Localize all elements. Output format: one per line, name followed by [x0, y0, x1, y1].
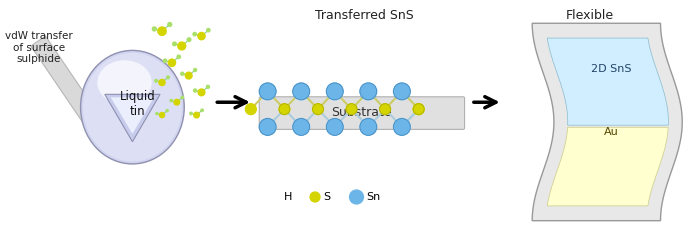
Circle shape: [326, 119, 343, 135]
Text: 2D SnS: 2D SnS: [591, 64, 631, 74]
Circle shape: [197, 88, 206, 96]
Circle shape: [349, 190, 363, 204]
Circle shape: [413, 104, 424, 114]
Circle shape: [166, 75, 170, 79]
Circle shape: [393, 119, 410, 135]
Text: Liquid
tin: Liquid tin: [120, 90, 155, 118]
Circle shape: [165, 109, 169, 112]
Circle shape: [313, 104, 323, 114]
Circle shape: [293, 119, 309, 135]
Circle shape: [310, 192, 320, 202]
Circle shape: [200, 108, 204, 112]
Polygon shape: [532, 23, 682, 221]
Circle shape: [159, 112, 165, 118]
Text: S: S: [323, 192, 330, 202]
Circle shape: [157, 26, 167, 36]
Text: vdW transfer
of surface
sulphide: vdW transfer of surface sulphide: [5, 31, 73, 64]
Polygon shape: [547, 38, 668, 125]
Circle shape: [193, 88, 197, 93]
Circle shape: [162, 58, 167, 63]
Circle shape: [360, 119, 377, 135]
Circle shape: [379, 104, 391, 114]
Circle shape: [152, 26, 157, 32]
Circle shape: [259, 119, 276, 135]
Circle shape: [189, 112, 193, 115]
Circle shape: [246, 104, 256, 114]
Circle shape: [206, 28, 211, 33]
Circle shape: [185, 72, 193, 80]
Circle shape: [413, 104, 424, 114]
Circle shape: [167, 22, 172, 27]
Circle shape: [174, 99, 181, 106]
Circle shape: [393, 83, 410, 100]
Ellipse shape: [80, 50, 184, 164]
Circle shape: [177, 41, 186, 51]
Circle shape: [206, 84, 210, 89]
Text: Substrate: Substrate: [331, 106, 392, 119]
Circle shape: [193, 68, 197, 72]
Text: H: H: [284, 192, 292, 202]
Circle shape: [326, 83, 343, 100]
FancyBboxPatch shape: [259, 97, 465, 129]
Circle shape: [155, 112, 159, 115]
Circle shape: [293, 83, 309, 100]
Circle shape: [197, 32, 206, 40]
Circle shape: [346, 104, 357, 114]
Circle shape: [360, 83, 377, 100]
Text: Flexible
nano generator: Flexible nano generator: [541, 9, 638, 37]
Ellipse shape: [83, 53, 182, 162]
Polygon shape: [31, 36, 113, 145]
Circle shape: [180, 72, 185, 76]
Polygon shape: [105, 94, 160, 142]
Circle shape: [186, 37, 192, 42]
Circle shape: [193, 112, 200, 119]
Ellipse shape: [97, 60, 152, 105]
Ellipse shape: [98, 127, 167, 156]
Circle shape: [181, 96, 184, 99]
Circle shape: [167, 58, 176, 67]
Text: Sn: Sn: [366, 192, 381, 202]
Circle shape: [176, 54, 181, 59]
Polygon shape: [111, 97, 154, 134]
Circle shape: [172, 41, 177, 46]
Polygon shape: [547, 127, 668, 206]
Circle shape: [169, 99, 173, 102]
Circle shape: [259, 83, 276, 100]
Circle shape: [154, 79, 158, 83]
Circle shape: [193, 32, 197, 36]
Text: Au: Au: [604, 127, 619, 137]
Text: Transferred SnS: Transferred SnS: [315, 9, 414, 23]
Circle shape: [158, 79, 166, 86]
Circle shape: [279, 104, 290, 114]
